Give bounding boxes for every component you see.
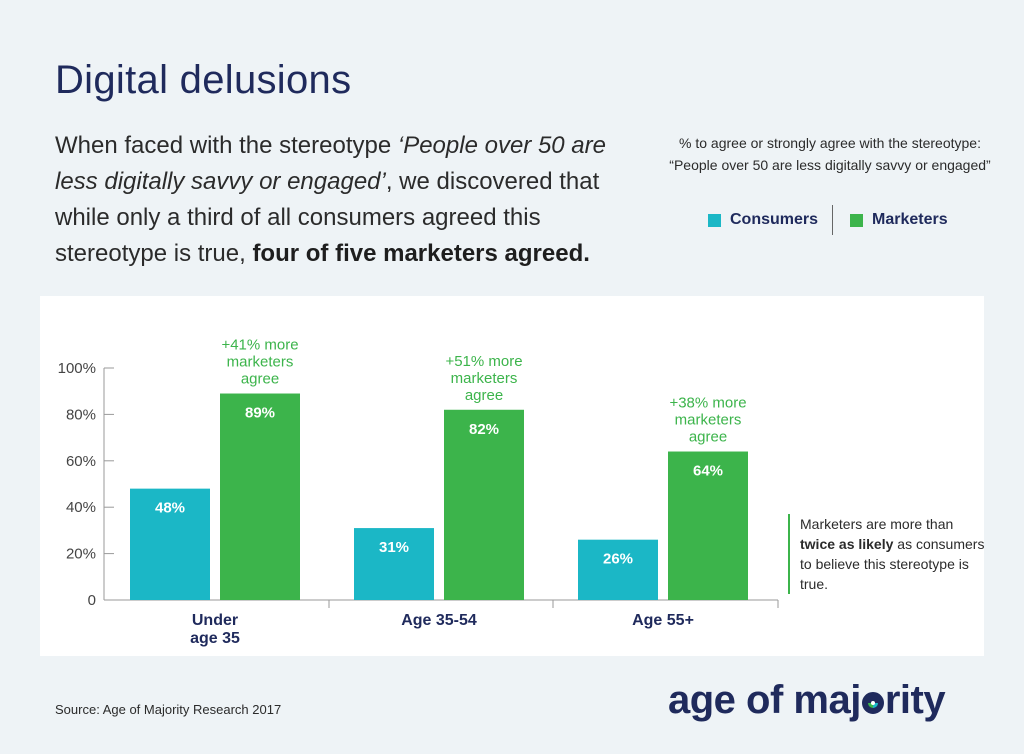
bar-consumers — [354, 528, 434, 600]
chart-panel: 100% 80% 60% 40% 20% 0 48% 89% +41% more marketer… — [40, 296, 984, 656]
y-tick-label: 20% — [66, 546, 96, 563]
note-text-2: as consumers to believe this stereotype … — [800, 536, 985, 592]
y-tick-label: 40% — [66, 499, 96, 516]
bar-marketers — [444, 409, 524, 600]
note-emphasis: twice as likely — [800, 536, 894, 552]
y-tick-label: 100% — [58, 360, 96, 377]
intro-text-2: , we discovered that while only a third … — [55, 168, 600, 267]
consumers-swatch — [708, 213, 721, 227]
intro-emphasis: four of five marketers agreed. — [252, 240, 590, 267]
intro-text-1: When faced with the stereotype — [55, 132, 398, 159]
bar-value-label: 82% — [469, 421, 499, 438]
annotation-text: marketers — [675, 412, 742, 429]
annotation-text: agree — [689, 429, 727, 446]
bar-consumers — [130, 488, 210, 600]
bar-value-label: 64% — [693, 463, 723, 480]
legend-label-consumers: Consumers — [730, 211, 819, 228]
logo-text-end: rity — [884, 678, 946, 722]
bar-value-label: 48% — [155, 500, 185, 517]
legend-divider — [832, 205, 834, 235]
legend-item-marketers: Marketers — [850, 211, 948, 229]
bar-consumers — [578, 539, 658, 600]
annotation-text: agree — [465, 387, 503, 404]
marketers-swatch — [850, 213, 864, 227]
page-title: Digital delusions — [55, 58, 352, 102]
annotation-text: +41% more — [221, 337, 298, 354]
bar-marketers — [668, 451, 748, 600]
source-text: Source: Age of Majority Research 2017 — [55, 702, 282, 717]
y-tick-label: 0 — [88, 592, 96, 609]
note-text-1: Marketers are more than — [800, 516, 954, 532]
bar-value-label: 31% — [379, 539, 409, 556]
annotation-text: marketers — [227, 354, 294, 371]
legend-caption: % to agree or strongly agree with the st… — [669, 135, 991, 173]
y-tick-label: 80% — [66, 406, 96, 423]
annotation-text: +38% more — [669, 395, 746, 412]
intro-paragraph: When faced with the stereotype ‘People o… — [55, 128, 655, 272]
callout-note: Marketers are more than twice as likely … — [788, 514, 990, 594]
annotation-text: marketers — [451, 370, 518, 387]
bar-value-label: 26% — [603, 551, 633, 568]
annotation-text: agree — [241, 371, 279, 388]
annotation-text: +51% more — [445, 353, 522, 370]
x-category-label: Age 35-54 — [401, 612, 477, 629]
x-category-label: Under — [192, 612, 238, 629]
brand-logo: age of maj rity — [668, 676, 946, 724]
bar-value-label: 89% — [245, 405, 275, 422]
legend: Consumers Marketers — [708, 205, 948, 235]
legend-label-marketers: Marketers — [872, 211, 948, 228]
legend-item-consumers: Consumers — [708, 211, 818, 229]
logo-o-icon — [861, 692, 884, 714]
bar-marketers — [220, 393, 300, 600]
x-category-label: age 35 — [190, 630, 240, 647]
bar-chart: 100%80%60%40%20%048%89%+41% moremarketer… — [58, 337, 779, 647]
x-category-label: Age 55+ — [632, 612, 694, 629]
intro-quote: ‘People over 50 are less digitally savvy… — [55, 132, 606, 195]
logo-text-start: age of maj — [668, 678, 861, 722]
y-tick-label: 60% — [66, 453, 96, 470]
